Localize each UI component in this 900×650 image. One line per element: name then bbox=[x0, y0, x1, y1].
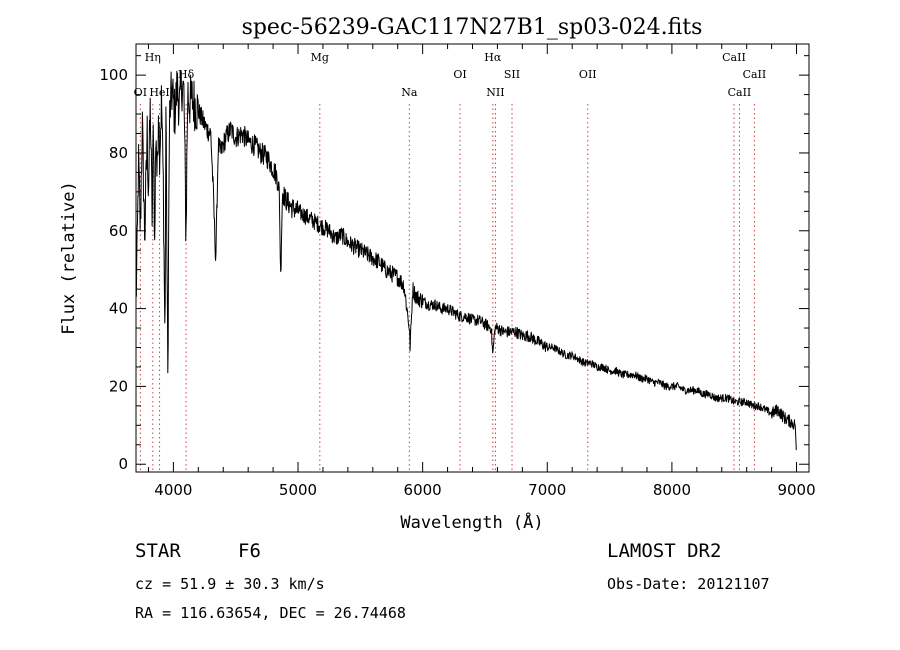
y-axis-tick-labels: 0 20 40 60 80 100 bbox=[99, 66, 128, 473]
x-tick-label-5: 9000 bbox=[777, 481, 815, 499]
chart-title: spec-56239-GAC117N27B1_sp03-024.fits bbox=[242, 15, 703, 40]
x-tick-label-4: 8000 bbox=[653, 481, 691, 499]
x-axis-label: Wavelength (Å) bbox=[400, 511, 543, 533]
line-label-10: OII bbox=[579, 68, 597, 81]
line-label-8: NII bbox=[486, 86, 504, 99]
y-tick-label-4: 80 bbox=[109, 144, 128, 162]
sky-coordinates: RA = 116.63654, DEC = 26.74468 bbox=[135, 604, 406, 622]
line-label-5: Na bbox=[401, 86, 418, 99]
y-tick-label-5: 100 bbox=[99, 66, 128, 84]
x-tick-label-3: 7000 bbox=[528, 481, 566, 499]
spectral-line-markers bbox=[139, 104, 755, 472]
x-axis-ticks bbox=[147, 44, 798, 472]
line-label-13: CaII bbox=[743, 68, 767, 81]
spectral-subclass: F6 bbox=[238, 540, 261, 562]
line-label-2: HeI bbox=[149, 86, 169, 99]
y-tick-label-1: 20 bbox=[109, 377, 128, 395]
x-axis-tick-labels: 4000 5000 6000 7000 8000 9000 bbox=[154, 481, 815, 499]
plot-frame bbox=[135, 43, 810, 473]
x-tick-label-2: 6000 bbox=[404, 481, 442, 499]
y-tick-label-2: 40 bbox=[109, 300, 128, 318]
x-tick-label-0: 4000 bbox=[154, 481, 192, 499]
line-label-12: CaII bbox=[728, 86, 752, 99]
y-tick-label-3: 60 bbox=[109, 222, 128, 240]
line-label-0: Hη bbox=[145, 51, 161, 64]
y-axis-ticks bbox=[136, 55, 809, 465]
line-label-9: SII bbox=[504, 68, 520, 81]
line-label-11: CaII bbox=[722, 51, 746, 64]
redshift-value: cz = 51.9 ± 30.3 km/s bbox=[135, 575, 325, 593]
survey-release: LAMOST DR2 bbox=[607, 540, 722, 562]
y-tick-label-0: 0 bbox=[118, 455, 128, 473]
spectrum-line bbox=[135, 70, 797, 451]
line-label-6: OI bbox=[453, 68, 466, 81]
x-tick-label-1: 5000 bbox=[279, 481, 317, 499]
line-label-1: OI bbox=[134, 86, 147, 99]
object-type: STAR bbox=[135, 540, 181, 562]
line-label-7: Hα bbox=[484, 51, 502, 64]
observation-date: Obs-Date: 20121107 bbox=[607, 575, 770, 593]
y-axis-label: Flux (relative) bbox=[59, 181, 79, 335]
line-label-4: Mg bbox=[311, 51, 329, 64]
